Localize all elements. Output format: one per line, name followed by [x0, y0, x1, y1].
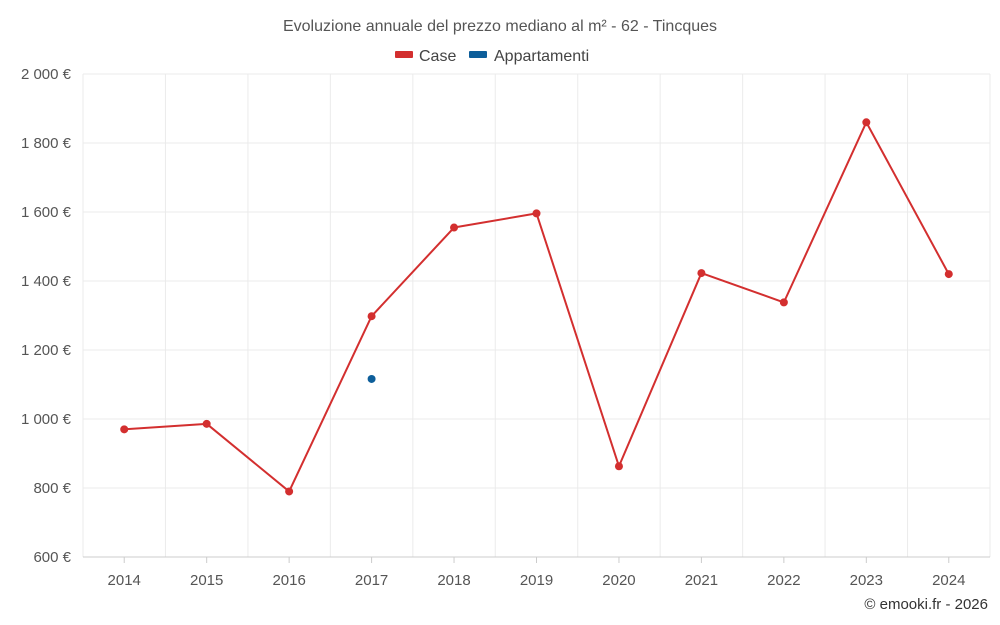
x-tick-label: 2018 [437, 572, 470, 589]
x-tick-label: 2024 [932, 572, 965, 589]
x-axis-ticks: 2014 2015 2016 2017 2018 2019 2020 2021 2022 2023… [108, 557, 965, 589]
series-point-0[interactable] [450, 223, 459, 232]
series-point-0[interactable] [862, 118, 871, 127]
y-axis-ticks: 600 € 800 € 1 000 € 1 200 € 1 400 € 1 600 € 1 … [21, 66, 72, 566]
x-tick-label: 2020 [602, 572, 635, 589]
x-tick-label: 2022 [767, 572, 800, 589]
y-tick-label: 1 600 € [21, 204, 72, 221]
y-tick-label: 1 800 € [21, 135, 72, 152]
x-tick-label: 2023 [850, 572, 883, 589]
legend-swatch-case [395, 51, 413, 58]
y-tick-label: 1 400 € [21, 273, 72, 290]
series-point-0[interactable] [779, 298, 788, 307]
series-point-0[interactable] [367, 312, 376, 321]
y-tick-label: 1 000 € [21, 411, 72, 428]
y-tick-label: 600 € [33, 549, 71, 566]
series-point-0[interactable] [285, 487, 294, 496]
x-tick-label: 2017 [355, 572, 388, 589]
series-point-0[interactable] [697, 269, 706, 278]
x-tick-label: 2019 [520, 572, 553, 589]
legend-swatch-appartamenti [469, 51, 487, 58]
y-tick-label: 1 200 € [21, 342, 72, 359]
x-tick-label: 2021 [685, 572, 718, 589]
chart-title: Evoluzione annuale del prezzo mediano al… [283, 18, 717, 35]
series-point-1[interactable] [367, 374, 376, 383]
series-point-0[interactable] [120, 425, 129, 434]
x-tick-label: 2014 [108, 572, 141, 589]
x-tick-label: 2016 [272, 572, 305, 589]
y-gridlines [83, 73, 990, 489]
series-point-0[interactable] [614, 462, 623, 471]
credit-text: © emooki.fr - 2026 [864, 596, 988, 613]
x-tick-label: 2015 [190, 572, 223, 589]
y-tick-label: 800 € [33, 480, 71, 497]
series-point-0[interactable] [944, 270, 953, 279]
legend-label-appartamenti: Appartamenti [494, 48, 589, 65]
legend[interactable]: Case Appartamenti [395, 48, 589, 65]
series-layer [120, 118, 953, 496]
legend-label-case: Case [419, 48, 456, 65]
series-point-0[interactable] [532, 209, 541, 218]
legend-item-case[interactable]: Case [395, 48, 456, 65]
x-gridlines [82, 74, 991, 557]
y-tick-label: 2 000 € [21, 66, 72, 83]
series-point-0[interactable] [202, 419, 211, 428]
legend-item-appartamenti[interactable]: Appartamenti [469, 48, 589, 65]
